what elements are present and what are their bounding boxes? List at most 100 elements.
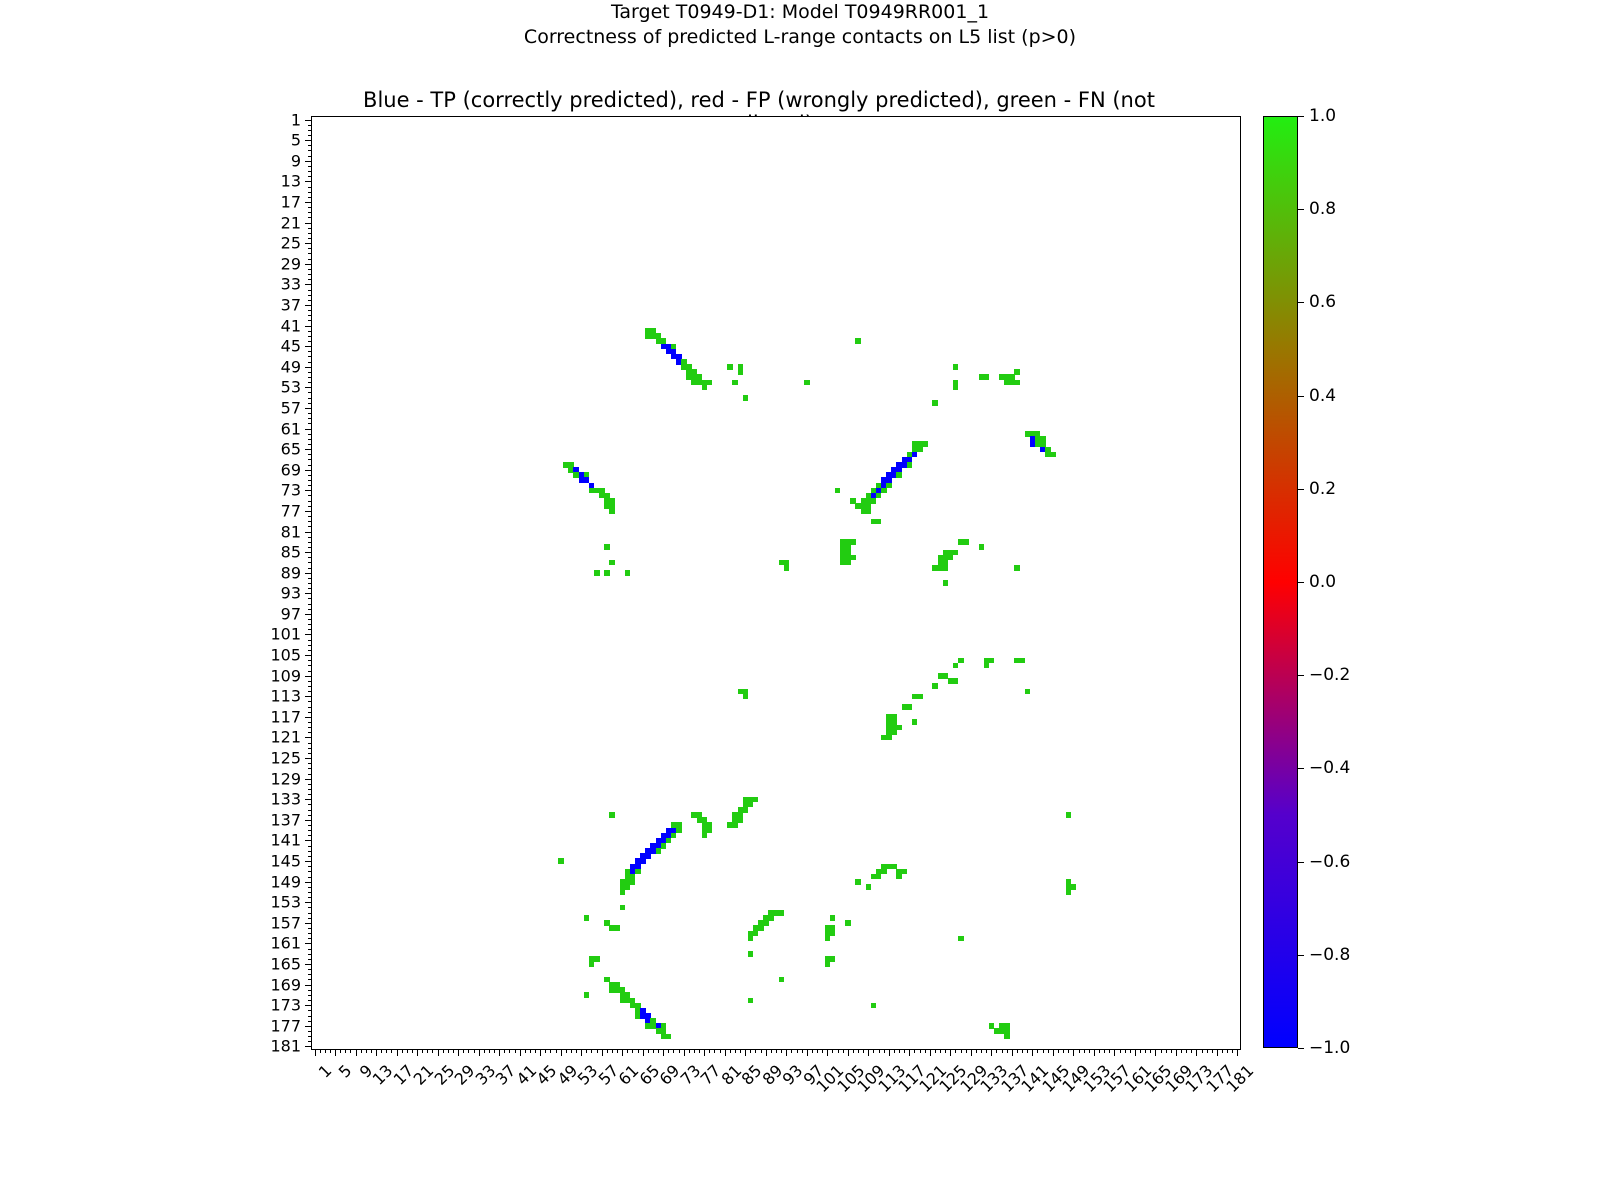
contact-cell [881, 868, 887, 875]
x-tick [791, 1049, 793, 1053]
y-tick [305, 716, 312, 718]
x-tick [683, 1049, 685, 1056]
contact-cell [1034, 441, 1041, 447]
x-tick [858, 1049, 860, 1053]
contact-cell [578, 472, 585, 478]
x-tick [1186, 1049, 1188, 1053]
y-tick [308, 377, 312, 379]
contact-cell [983, 662, 990, 669]
x-tick [1165, 1049, 1167, 1053]
contact-cell [783, 559, 790, 566]
contact-cell [942, 554, 949, 561]
x-tick [750, 1049, 752, 1053]
y-tick-label: 65 [280, 439, 301, 459]
contact-cell [619, 904, 626, 911]
contact-cell [660, 1028, 667, 1034]
contact-cell [911, 719, 918, 725]
y-tick [308, 747, 312, 749]
x-tick [745, 1049, 747, 1056]
y-tick-label: 161 [270, 933, 301, 953]
y-tick-label: 145 [270, 851, 301, 871]
y-tick-label: 109 [270, 666, 301, 686]
contact-cell [983, 374, 990, 380]
contact-cell [896, 724, 902, 731]
y-tick [305, 160, 312, 162]
contact-cell [588, 487, 595, 494]
contact-cell [670, 822, 677, 828]
contact-cell [855, 879, 861, 885]
y-tick [308, 227, 312, 229]
contact-cell [737, 688, 744, 695]
contact-cell [937, 673, 944, 679]
x-tick [370, 1049, 372, 1053]
contact-cell [650, 328, 656, 334]
x-tick [529, 1049, 531, 1053]
y-tick [308, 871, 312, 873]
x-tick [581, 1049, 583, 1056]
x-tick [391, 1049, 393, 1053]
x-tick [1052, 1049, 1054, 1056]
colorbar-tick [1298, 488, 1304, 490]
contact-cell [845, 554, 851, 561]
contact-cell [988, 657, 995, 664]
contact-cell [870, 487, 877, 494]
x-tick [509, 1049, 511, 1053]
y-tick [305, 758, 312, 760]
contact-cell [706, 827, 713, 834]
contact-cell [1045, 451, 1051, 458]
contact-cell [865, 492, 872, 499]
contact-cell [588, 956, 595, 962]
y-tick [305, 428, 312, 430]
x-tick [524, 1049, 526, 1053]
y-tick [308, 299, 312, 301]
x-tick [417, 1049, 419, 1056]
contact-cell [676, 359, 682, 365]
y-tick [308, 897, 312, 899]
y-tick [308, 979, 312, 981]
x-tick [555, 1049, 557, 1053]
contact-cell [604, 976, 610, 983]
contact-cell [932, 564, 938, 571]
y-tick [305, 243, 312, 245]
y-tick [308, 835, 312, 837]
contact-cell [896, 873, 902, 880]
contact-cell [604, 920, 610, 926]
colorbar-tick [1298, 768, 1304, 770]
contact-cell [645, 333, 651, 339]
x-tick [827, 1049, 829, 1056]
x-tick [673, 1049, 675, 1053]
y-tick [308, 969, 312, 971]
contact-cell [860, 498, 867, 504]
x-tick [617, 1049, 619, 1053]
x-tick-label: 5 [334, 1061, 356, 1082]
y-tick [308, 953, 312, 955]
contact-cell [686, 369, 692, 375]
contact-cell [573, 467, 579, 473]
y-tick [305, 387, 312, 389]
contact-cell [670, 343, 677, 350]
contact-cell [1034, 431, 1041, 437]
x-tick [1170, 1049, 1172, 1053]
y-tick [305, 1025, 312, 1027]
x-tick [447, 1049, 449, 1053]
contact-cell [758, 925, 764, 931]
x-tick [1211, 1049, 1213, 1053]
contact-cell [583, 992, 590, 998]
x-tick [873, 1049, 875, 1053]
contact-cell [1029, 436, 1036, 442]
contact-cell [624, 879, 631, 885]
contact-cell [609, 503, 615, 509]
contact-cell [916, 693, 923, 700]
colorbar-tick [1298, 116, 1304, 117]
contact-cell [706, 379, 713, 386]
y-tick [308, 294, 312, 296]
y-tick [308, 1015, 312, 1017]
contact-cell [1065, 812, 1072, 818]
contact-cell [619, 992, 626, 998]
contact-map-plot[interactable]: 1 5 9 13 17 21 25 29 33 37 41 45 49 53 57 61 65 69 73 77 81 8… [270, 110, 1257, 1096]
colorbar-tick-label: 0.2 [1309, 478, 1337, 499]
contact-cell [732, 812, 738, 818]
y-tick [305, 655, 312, 657]
contact-cell [875, 518, 882, 525]
y-tick [308, 165, 312, 167]
